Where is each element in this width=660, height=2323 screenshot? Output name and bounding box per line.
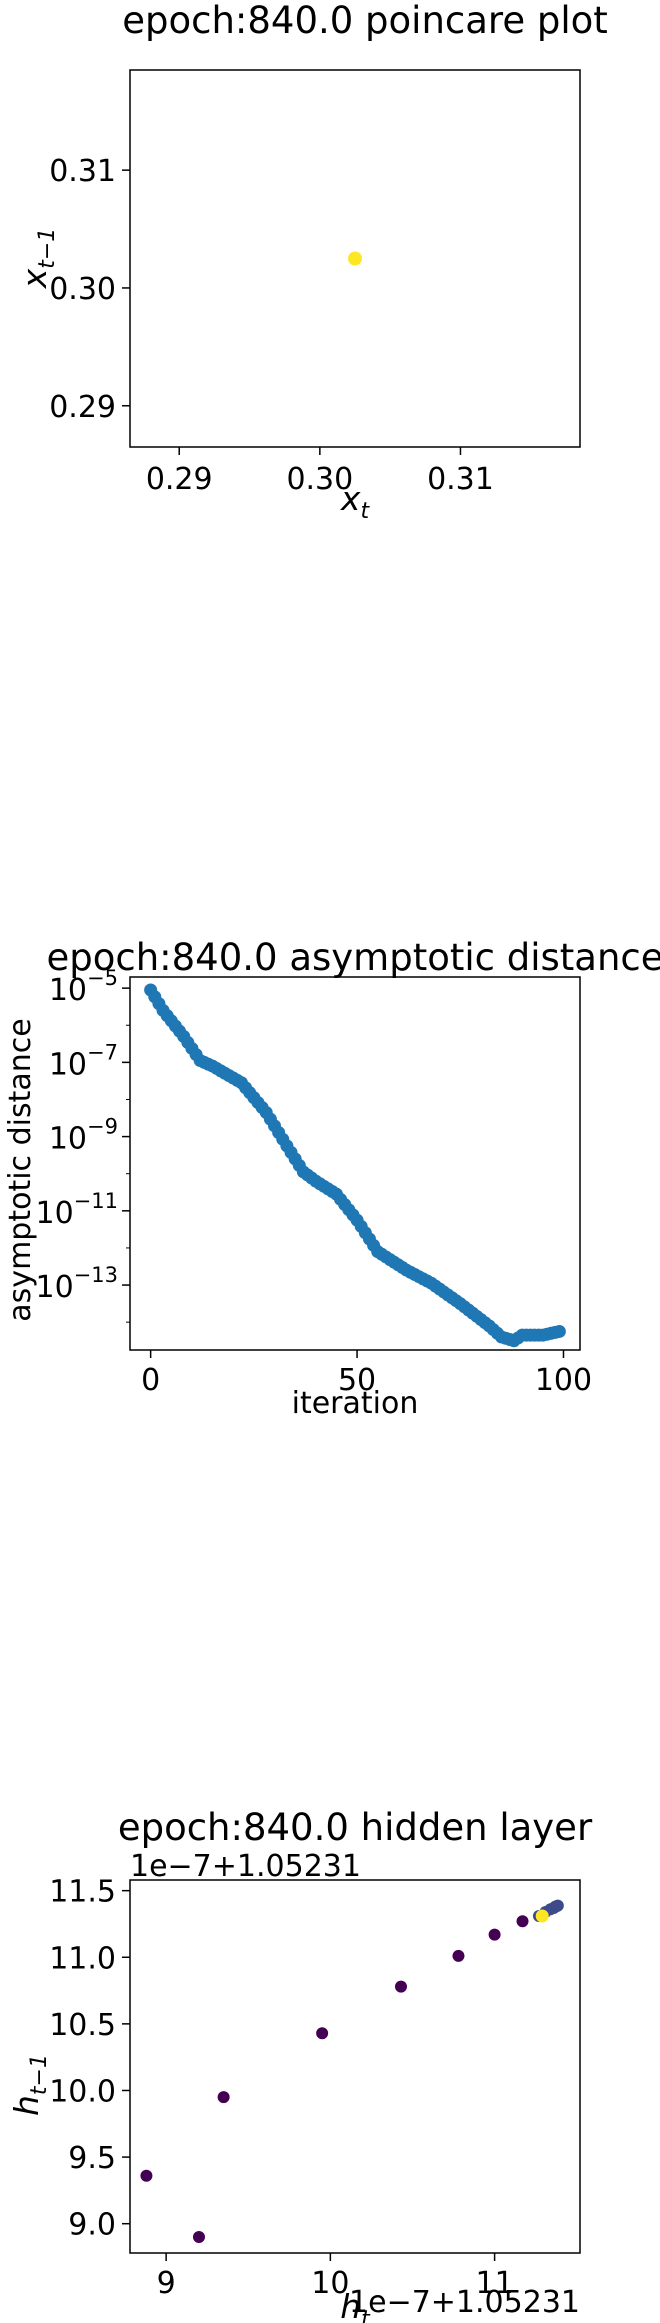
chart-title: epoch:840.0 hidden layer [118,1806,593,1849]
data-point [551,1899,564,1912]
data-point-last [535,1909,549,1923]
y-tick-label: 0.30 [49,272,116,307]
x-tick-label: 0.31 [427,462,494,497]
data-point [217,2091,230,2104]
y-tick-label: 11.5 [49,1875,116,1910]
plot-frame [129,69,581,448]
chart-title: epoch:840.0 poincare plot [122,0,608,42]
y-axis-label: ht−1 [7,2054,52,2116]
plot-frame [129,1879,581,2254]
y-tick-label: 10−7 [49,1040,118,1082]
y-offset-label: 1e−7+1.05231 [130,1849,361,1884]
plot-frame [129,976,581,1351]
y-tick-label: 9.5 [68,2141,116,2176]
y-tick-label: 0.29 [49,390,116,425]
data-point [192,2231,205,2244]
data-point [348,251,362,266]
y-axis-label: asymptotic distance [3,1018,38,1321]
y-axis-label: xt−1 [15,228,60,290]
hidden-layer-chart: epoch:840.0 hidden layer 1e−7+1.05231 9 1… [7,1806,593,2323]
y-tick-label: 9.0 [68,2208,116,2243]
data-point [394,1980,407,1993]
x-tick-label: 0 [141,1363,160,1398]
data-point [552,1324,566,1338]
data-point [516,1915,529,1928]
y-tick-label: 10−13 [35,1263,118,1305]
x-tick-label: 0.29 [146,462,213,497]
asymptotic-distance-chart: epoch:840.0 asymptotic distance 0 50 100 1… [3,936,660,1421]
y-tick-label: 11.0 [49,1941,116,1976]
x-tick-label: 10 [311,2266,349,2301]
data-point [488,1928,501,1941]
x-axis-label: iteration [292,1386,419,1421]
x-offset-label: 1e−7+1.05231 [349,2285,580,2320]
data-point [140,2169,153,2182]
y-tick-label: 10.5 [49,2008,116,2043]
x-tick-label: 100 [535,1363,592,1398]
x-axis-label: xt [340,479,371,524]
data-point [452,1949,465,1962]
x-tick-label: 11 [476,2266,514,2301]
y-tick-label: 0.31 [49,154,116,189]
y-tick-label: 10−9 [49,1115,118,1157]
chart-title: epoch:840.0 asymptotic distance [46,936,660,979]
x-tick-label: 9 [157,2266,176,2301]
poincare-chart: epoch:840.0 poincare plot 0.29 0.30 0.31 0… [15,0,608,524]
x-tick-label: 0.30 [286,462,353,497]
x-tick-label: 50 [338,1363,376,1398]
y-tick-label: 10−5 [49,966,118,1008]
data-point [316,2027,329,2040]
y-tick-label: 10−11 [35,1189,118,1231]
y-tick-label: 10.0 [49,2074,116,2109]
